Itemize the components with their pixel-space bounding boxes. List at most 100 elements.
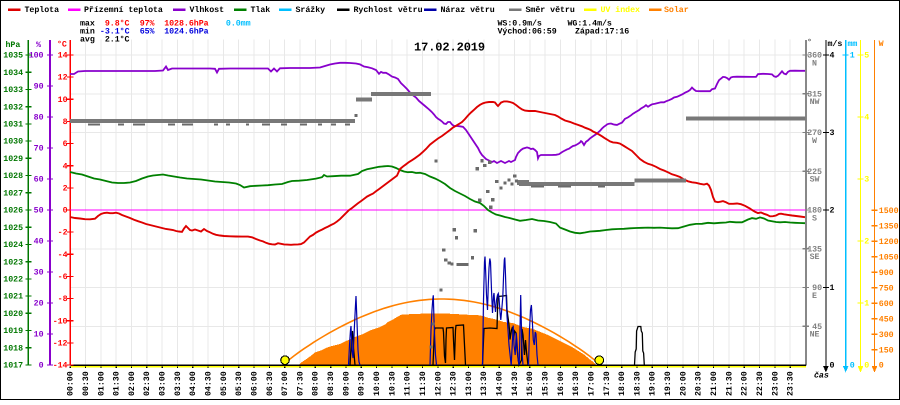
svg-text:50: 50 [34,207,44,216]
svg-text:01:00: 01:00 [97,371,106,396]
svg-text:1050: 1050 [879,253,899,262]
svg-text:1033: 1033 [3,86,23,95]
svg-text:22:00: 22:00 [741,371,750,396]
svg-text:270: 270 [807,129,822,138]
svg-text:1028: 1028 [3,172,23,181]
svg-text:-14: -14 [53,362,68,371]
svg-text:2.1°C: 2.1°C [105,36,130,45]
svg-text:1017: 1017 [3,362,23,371]
svg-text:00:30: 00:30 [82,371,91,396]
svg-text:1032: 1032 [3,103,23,112]
svg-text:0.0mm: 0.0mm [226,20,251,29]
svg-text:-10: -10 [53,317,68,326]
svg-text:2: 2 [63,184,68,193]
svg-text:1035: 1035 [3,52,23,61]
svg-text:10:00: 10:00 [373,371,382,396]
svg-text:W: W [812,137,817,146]
svg-text:180: 180 [807,207,822,216]
svg-text:°C: °C [57,41,67,50]
svg-text:10: 10 [58,96,68,105]
svg-text:80: 80 [34,114,44,123]
svg-text:1350: 1350 [879,222,899,231]
svg-text:90: 90 [812,284,822,293]
svg-text:65%: 65% [140,28,155,37]
svg-text:1019: 1019 [3,327,23,336]
svg-text:1: 1 [830,284,835,293]
svg-text:360: 360 [807,52,822,61]
svg-text:03:00: 03:00 [159,371,168,396]
svg-text:4: 4 [63,162,68,171]
svg-text:135: 135 [807,245,822,254]
svg-text:16:30: 16:30 [572,371,581,396]
svg-text:19:00: 19:00 [649,371,658,396]
svg-text:5: 5 [864,52,869,61]
svg-text:17:30: 17:30 [603,371,612,396]
svg-text:Tlak: Tlak [251,5,271,15]
svg-text:10:30: 10:30 [388,371,397,396]
svg-text:mm: mm [848,40,858,49]
svg-text:0: 0 [879,362,884,371]
svg-text:00:00: 00:00 [67,371,76,396]
svg-text:WG:1.4m/s: WG:1.4m/s [568,19,612,29]
svg-text:97%: 97% [140,20,155,29]
svg-text:45: 45 [812,323,822,332]
svg-text:1034: 1034 [3,69,23,78]
svg-text:S: S [812,214,817,223]
svg-text:900: 900 [879,269,894,278]
svg-text:1029: 1029 [3,155,23,164]
svg-text:2: 2 [864,238,869,247]
svg-text:0: 0 [850,362,855,371]
svg-text:8: 8 [63,118,68,127]
svg-text:m/s: m/s [828,39,843,49]
svg-text:Teplota: Teplota [25,5,60,15]
svg-text:450: 450 [879,315,894,324]
svg-text:4: 4 [830,52,835,61]
svg-text:1027: 1027 [3,189,23,198]
svg-text:1500: 1500 [879,207,899,216]
svg-text:15:00: 15:00 [526,371,535,396]
svg-text:06:30: 06:30 [266,371,275,396]
svg-text:NE: NE [810,331,820,340]
svg-text:18:00: 18:00 [618,371,627,396]
svg-text:07:30: 07:30 [296,371,305,396]
svg-text:08:30: 08:30 [327,371,336,396]
svg-text:14:30: 14:30 [511,371,520,396]
svg-text:05:30: 05:30 [235,371,244,396]
svg-text:09:00: 09:00 [342,371,351,396]
svg-text:20:00: 20:00 [679,371,688,396]
svg-text:max: max [80,20,95,29]
svg-text:1024.6hPa: 1024.6hPa [164,27,208,37]
svg-text:1021: 1021 [3,293,23,302]
svg-text:-12: -12 [53,339,68,348]
svg-text:06:00: 06:00 [250,371,259,396]
svg-text:30: 30 [34,269,44,278]
svg-text:02:30: 02:30 [143,371,152,396]
svg-text:1030: 1030 [3,138,23,147]
svg-text:11:00: 11:00 [404,371,413,396]
svg-text:N: N [812,59,817,68]
svg-text:600: 600 [879,300,894,309]
svg-text:Vlhkost: Vlhkost [190,5,225,15]
svg-text:0: 0 [864,362,869,371]
svg-text:Rychlost větru: Rychlost větru [354,5,423,15]
svg-text:%: % [36,41,41,50]
svg-text:3: 3 [830,129,835,138]
svg-text:WS:0.9m/s: WS:0.9m/s [498,19,542,29]
svg-text:16:00: 16:00 [557,371,566,396]
svg-text:02:00: 02:00 [128,371,137,396]
svg-text:09:30: 09:30 [358,371,367,396]
svg-text:1028.6hPa: 1028.6hPa [164,19,208,29]
svg-text:0: 0 [39,362,44,371]
svg-text:07:00: 07:00 [281,371,290,396]
svg-text:18:30: 18:30 [633,371,642,396]
svg-text:15:30: 15:30 [542,371,551,396]
svg-text:300: 300 [879,331,894,340]
svg-text:23:30: 23:30 [787,371,796,396]
svg-text:UV index: UV index [601,5,641,15]
svg-text:100: 100 [29,52,44,61]
svg-text:-4: -4 [58,251,68,260]
svg-text:20: 20 [34,300,44,309]
svg-text:01:30: 01:30 [113,371,122,396]
svg-text:40: 40 [34,238,44,247]
svg-text:NW: NW [810,98,820,107]
